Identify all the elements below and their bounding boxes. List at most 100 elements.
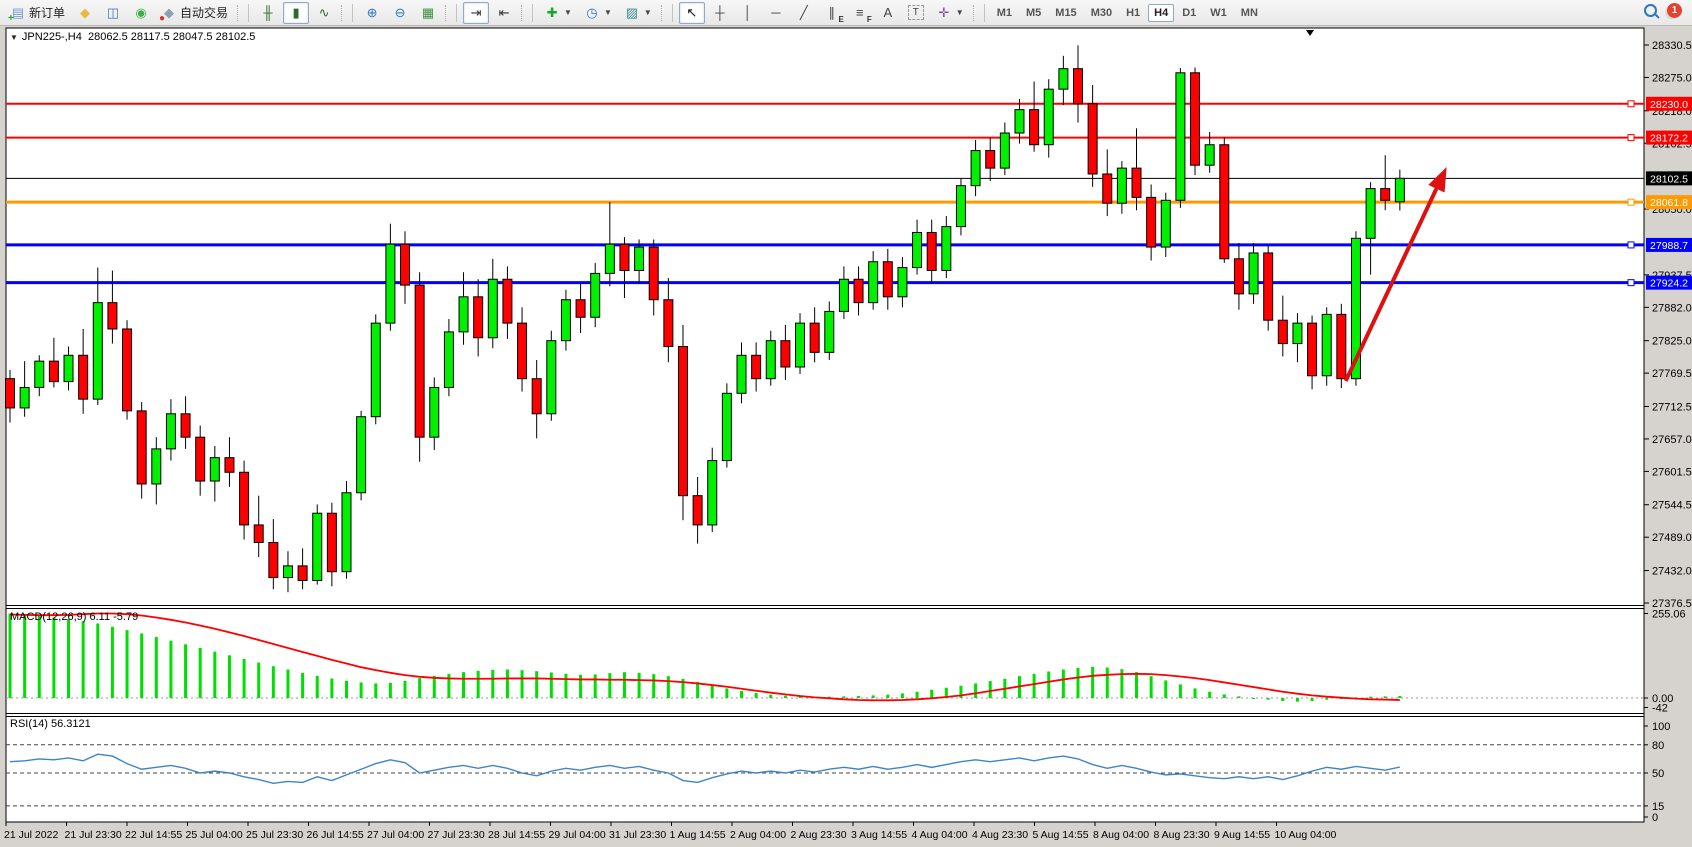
trend-line-button[interactable]: ╱ (791, 2, 817, 24)
chart-ohlc-values: 28062.5 28117.5 28047.5 28102.5 (87, 31, 256, 43)
timeframe-button-m30[interactable]: M30 (1090, 6, 1113, 19)
periods-dropdown-caret[interactable]: ▼ (603, 8, 612, 17)
macd-bar (1237, 696, 1241, 698)
cursor-button[interactable]: ↖ (678, 1, 705, 24)
trend-arrow-head[interactable] (1428, 166, 1447, 193)
trend-arrow-shaft[interactable] (1343, 187, 1439, 382)
candle-body (692, 495, 703, 526)
autotrading-button[interactable]: ◆ ● 自动交易 (156, 2, 233, 24)
macd-bar (491, 669, 495, 698)
macd-bar (315, 675, 319, 698)
candle-body (1190, 72, 1201, 166)
timeframe-button-h1[interactable]: H1 (1126, 6, 1141, 19)
chart-symbol-period: JPN225-,H4 (21, 31, 82, 43)
fibonacci-button[interactable]: ≡ F (847, 2, 873, 24)
macd-bar (740, 691, 743, 698)
macd-bar (1208, 691, 1212, 698)
indicators-dropdown-caret[interactable]: ▼ (564, 8, 572, 17)
macd-bar (1369, 696, 1373, 698)
new-order-button[interactable]: ▤ + 新订单 (5, 2, 70, 24)
line-chart-style-button[interactable]: ∿ (311, 2, 337, 24)
notification-badge[interactable]: 1 (1667, 3, 1682, 18)
templates-button[interactable]: ▨ ▼ (619, 2, 657, 24)
bar-chart-style-button[interactable]: ╫ (255, 2, 281, 24)
signals-button[interactable]: ◉ (128, 2, 154, 24)
candlestick-style-button[interactable]: ▮ (283, 1, 310, 24)
tile-windows-button[interactable]: ▦ (415, 2, 441, 24)
macd-values: 6.11 -5.79 (89, 611, 139, 623)
fibonacci-icon: ≡ F (856, 4, 872, 24)
price-tag (1646, 237, 1692, 252)
periods-button[interactable]: ◷ ▼ (579, 2, 617, 24)
candle-body (1233, 258, 1244, 295)
timeframe-button-w1[interactable]: W1 (1210, 6, 1227, 19)
hline-handle[interactable] (1627, 241, 1635, 249)
arrow-objects-dropdown-caret[interactable]: ▼ (955, 8, 964, 17)
timeframe-button-h4[interactable]: H4 (1148, 3, 1175, 22)
candle-body (1307, 322, 1318, 377)
price-tag-label: 28061.8 (1650, 197, 1688, 209)
macd-bar (900, 693, 904, 698)
macd-bar (1120, 669, 1124, 698)
price-tick-label: 28330.5 (1652, 40, 1692, 52)
market-watch-button[interactable]: ◫ (100, 2, 126, 24)
timeframe-button-m5[interactable]: M5 (1026, 6, 1042, 19)
price-axis[interactable]: 28330.528275.028218.028162.528050.027937… (1644, 40, 1692, 824)
macd-bar (915, 691, 919, 698)
horizontal-line-icon: ─ (771, 4, 781, 20)
candle-body (985, 150, 996, 169)
auto-scroll-button[interactable]: ⇥ (463, 1, 490, 24)
candle-body (239, 471, 250, 526)
hline-handle[interactable] (1627, 198, 1635, 206)
macd-signal-line (9, 612, 1400, 702)
macd-bar (169, 640, 173, 698)
search-icon[interactable] (1644, 4, 1657, 17)
price-tag-label: 27924.2 (1650, 278, 1688, 290)
toolbar-right-cluster: 1 (1644, 3, 1682, 18)
chart-dropdown-caret[interactable]: ▼ (10, 33, 18, 42)
macd-bar (184, 644, 188, 698)
macd-bar (1398, 696, 1402, 698)
time-axis[interactable]: 21 Jul 2022 21 Jul 23:30 22 Jul 14:55 25 Ju… (4, 822, 1337, 841)
candle-body (1263, 252, 1274, 321)
timeframe-button-d1[interactable]: D1 (1182, 6, 1197, 19)
chart-canvas[interactable]: 28330.528275.028218.028162.528050.027937… (0, 26, 1692, 847)
candle-body (824, 310, 835, 353)
timeframe-button-mn[interactable]: MN (1240, 6, 1258, 19)
templates-icon: ▨ (625, 4, 639, 20)
chart-gallery-button[interactable]: ◆ (72, 2, 98, 24)
toolbar-separator (983, 3, 985, 22)
candle-body (853, 278, 864, 304)
main-toolbar: ▤ + 新订单 ◆ ◫ ◉ ◆ ● 自动交易 ╫ ▮ ∿ ⊕ ⊖ ▦ ⇥ ⇤ ✚ ▼ ◷ ▼ ▨ ▼ ↖ ┼ │ ─ ╱ ∥ E ≡ F A T ✛… (0, 0, 1692, 26)
zoom-out-button[interactable]: ⊖ (387, 2, 413, 24)
equidistant-channel-button[interactable]: ∥ E (819, 2, 845, 24)
candle-body (180, 413, 191, 438)
crosshair-button[interactable]: ┼ (707, 2, 733, 24)
toolbar-separator (248, 3, 250, 22)
chart-shift-button[interactable]: ⇤ (491, 2, 517, 24)
templates-dropdown-caret[interactable]: ▼ (643, 8, 652, 17)
macd-bar (710, 685, 714, 698)
rsi-axis-label: 100 (1652, 721, 1670, 733)
text-button[interactable]: A (875, 2, 901, 24)
candle-body (619, 243, 630, 271)
timeframe-button-m15[interactable]: M15 (1055, 6, 1077, 19)
price-tag-label: 28102.5 (1650, 173, 1688, 185)
arrow-objects-button[interactable]: ✛ ▼ (931, 2, 969, 24)
chart-shift-marker[interactable] (1306, 30, 1314, 36)
horizontal-line-button[interactable]: ─ (763, 2, 789, 24)
macd-bar (1076, 667, 1080, 698)
hline-handle[interactable] (1627, 279, 1635, 287)
hline-handle[interactable] (1627, 134, 1635, 142)
macd-axis-label: 0.00 (1652, 693, 1673, 705)
zoom-in-button[interactable]: ⊕ (359, 2, 385, 24)
macd-bar (242, 658, 246, 698)
text-label-button[interactable]: T (903, 2, 929, 24)
vertical-line-button[interactable]: │ (735, 2, 761, 24)
hline-handle[interactable] (1627, 100, 1635, 108)
indicators-button[interactable]: ✚ ▼ (539, 2, 577, 24)
macd-bar (418, 678, 422, 698)
rsi-label: RSI(14) 56.3121 (10, 718, 91, 730)
candle-body (1219, 144, 1230, 260)
timeframe-button-m1[interactable]: M1 (996, 6, 1012, 19)
